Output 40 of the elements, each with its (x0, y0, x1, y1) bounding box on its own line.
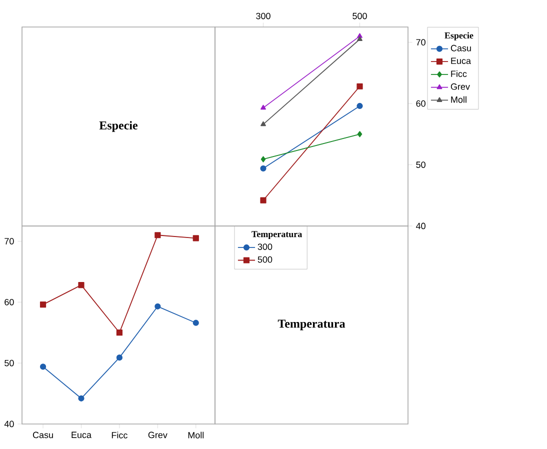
point (260, 156, 266, 162)
x-tick-label: Casu (32, 432, 53, 438)
legend-label: Euca (451, 58, 471, 64)
y-tick-label: 70 (416, 39, 426, 46)
y-tick-label: 50 (4, 360, 14, 366)
legend-title: Temperatura (252, 231, 302, 239)
point (116, 354, 123, 361)
legend-label: Moll (451, 96, 466, 103)
text: Especie (99, 121, 138, 132)
legend-label: 300 (258, 244, 272, 250)
y-tick-label: 50 (416, 162, 426, 168)
point (78, 395, 84, 402)
legend-title: Especie (444, 32, 474, 40)
y-tick-label: 40 (4, 420, 14, 428)
point (154, 232, 161, 238)
x-tick-label: Euca (72, 432, 92, 438)
point (357, 131, 362, 138)
legend-label: Grev (450, 83, 470, 90)
point (192, 235, 199, 242)
x-tick-label: Moll (188, 432, 204, 438)
point (40, 302, 46, 308)
point (40, 364, 46, 370)
legend-label: Ficc (451, 70, 467, 78)
x-tick-label: Ficc (112, 432, 128, 438)
point (260, 165, 266, 172)
y-tick-label: 60 (4, 298, 14, 306)
point (154, 303, 161, 310)
text: Temperatura (278, 320, 346, 330)
legend-label: 500 (258, 256, 272, 263)
y-tick-label: 60 (416, 100, 426, 107)
y-tick-label: 40 (416, 222, 426, 230)
y-tick-label: 70 (4, 238, 14, 244)
point (78, 282, 84, 288)
point (356, 102, 363, 110)
point (116, 330, 123, 336)
x-tick-label: Grev (148, 432, 168, 438)
legend-label: Casu (450, 44, 471, 52)
point (192, 320, 199, 326)
point (260, 197, 266, 204)
point (356, 83, 363, 90)
